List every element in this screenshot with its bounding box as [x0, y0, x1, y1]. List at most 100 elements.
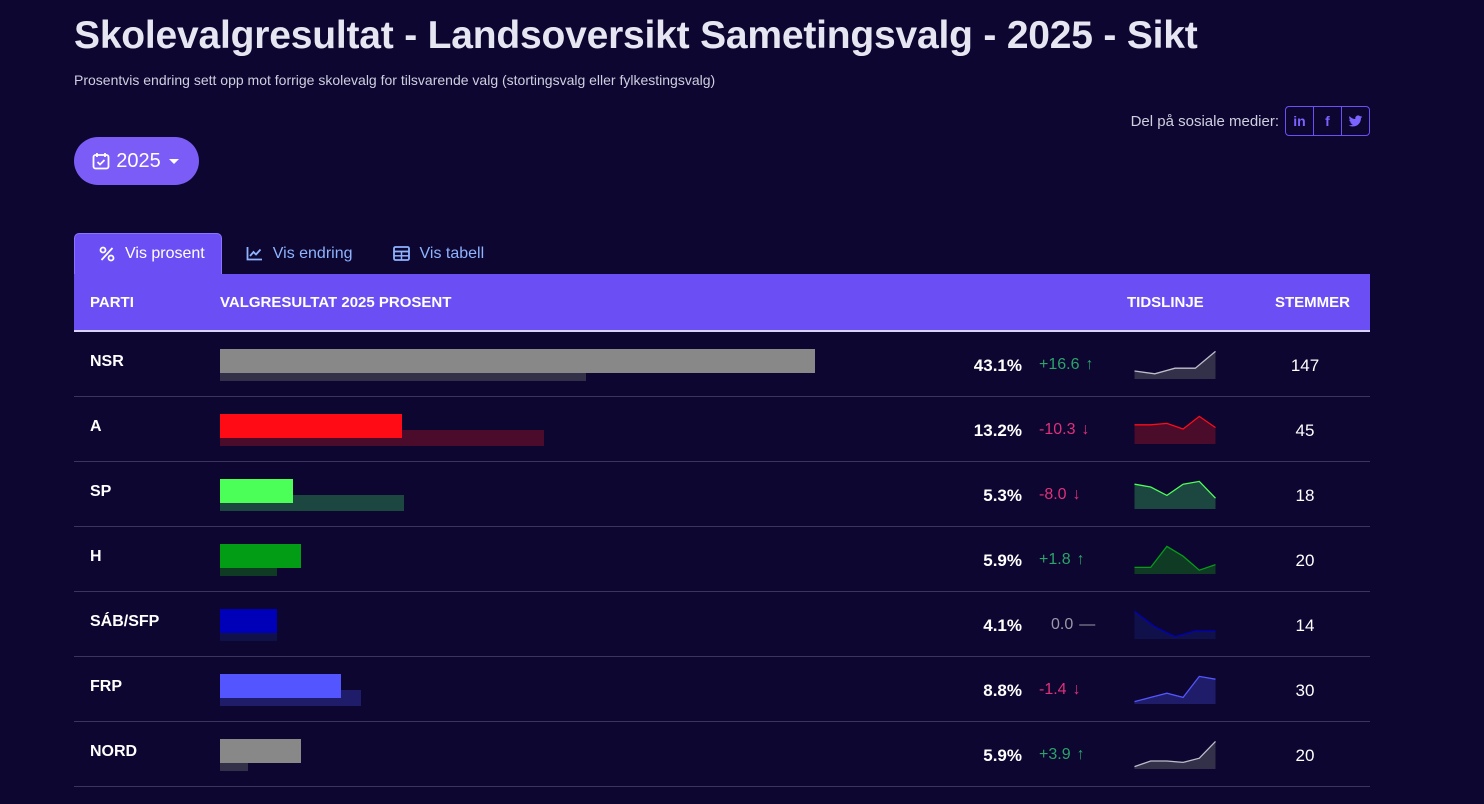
sparkline-line — [1134, 675, 1216, 703]
share-buttons: in f — [1285, 106, 1370, 136]
change-value: +3.9 ↑ — [1039, 746, 1085, 764]
sparkline-area — [1134, 481, 1216, 509]
twitter-icon[interactable] — [1342, 107, 1369, 135]
table-header: PARTI VALGRESULTAT 2025 PROSENT TIDSLINJ… — [74, 274, 1370, 332]
year-value: 2025 — [116, 149, 161, 172]
arrow-down-icon: ↓ — [1072, 486, 1081, 503]
sparkline-area — [1134, 416, 1216, 444]
table-row: SÁB/SFP 4.1% 0.0 — 14 — [74, 592, 1370, 657]
calendar-check-icon — [92, 153, 110, 170]
party-name: A — [90, 418, 102, 435]
sparkline-line — [1134, 415, 1216, 430]
table-row: NORD 5.9% +3.9 ↑ 20 — [74, 722, 1370, 787]
table-row: NSR 43.1% +16.6 ↑ 147 — [74, 332, 1370, 397]
header-tidslinje: TIDSLINJE — [1127, 294, 1204, 311]
change-text: -10.3 — [1039, 421, 1076, 438]
result-bar — [220, 544, 302, 568]
table-row: H 5.9% +1.8 ↑ 20 — [74, 527, 1370, 592]
change-text: -8.0 — [1039, 486, 1067, 503]
change-text: +16.6 — [1039, 356, 1080, 373]
timeline-sparkline — [1134, 545, 1216, 574]
header-parti[interactable]: PARTI — [90, 294, 134, 311]
party-name: NSR — [90, 353, 124, 370]
arrow-down-icon: ↓ — [1072, 681, 1081, 698]
caret-down-icon — [168, 159, 179, 164]
change-text: +3.9 — [1039, 746, 1071, 763]
tab-label: Vis endring — [272, 244, 353, 262]
result-bar — [220, 349, 815, 373]
change-text: 0.0 — [1051, 616, 1074, 633]
party-name: SÁB/SFP — [90, 613, 160, 630]
sparkline-line — [1134, 740, 1216, 768]
arrow-up-icon: ↑ — [1076, 551, 1085, 568]
result-percent: 4.1% — [983, 616, 1022, 635]
sparkline-area — [1134, 741, 1216, 769]
twitter-bird — [1348, 114, 1363, 127]
sparkline-area — [1134, 351, 1216, 379]
year-dropdown[interactable]: 2025 — [74, 137, 199, 185]
table-row: FRP 8.8% -1.4 ↓ 30 — [74, 657, 1370, 722]
tab-label: Vis tabell — [419, 244, 485, 262]
change-value: 0.0 — — [1051, 616, 1095, 634]
change-value: +1.8 ↑ — [1039, 551, 1085, 569]
tab-vis-endring[interactable]: Vis endring — [222, 233, 369, 274]
results-table: PARTI VALGRESULTAT 2025 PROSENT TIDSLINJ… — [74, 274, 1370, 787]
dash-icon: — — [1079, 616, 1096, 633]
sparkline-line — [1134, 610, 1216, 638]
tab-vis-prosent[interactable]: Vis prosent — [74, 233, 222, 274]
sparkline-line — [1134, 350, 1216, 375]
vote-count: 30 — [1295, 681, 1315, 700]
change-text: +1.8 — [1039, 551, 1071, 568]
vote-count: 18 — [1295, 486, 1315, 505]
timeline-sparkline — [1134, 350, 1216, 379]
change-value: -1.4 ↓ — [1039, 681, 1081, 699]
percent-icon — [99, 246, 115, 262]
change-value: -8.0 ↓ — [1039, 486, 1081, 504]
timeline-sparkline — [1134, 675, 1216, 704]
linkedin-glyph: in — [1293, 113, 1306, 129]
table-row: SP 5.3% -8.0 ↓ 18 — [74, 462, 1370, 527]
arrow-down-icon: ↓ — [1081, 421, 1090, 438]
timeline-sparkline — [1134, 480, 1216, 509]
result-percent: 5.9% — [983, 746, 1022, 765]
result-percent: 43.1% — [973, 356, 1022, 375]
vote-count: 20 — [1295, 746, 1315, 765]
result-bar — [220, 739, 302, 763]
arrow-up-icon: ↑ — [1076, 746, 1085, 763]
header-valgresultat[interactable]: VALGRESULTAT 2025 PROSENT — [220, 294, 452, 311]
result-bar — [220, 609, 277, 633]
table-body: NSR 43.1% +16.6 ↑ 147 A 13.2% -10.3 ↓ 45 SP 5.3% -8.… — [74, 332, 1370, 787]
linkedin-icon[interactable]: in — [1286, 107, 1314, 135]
view-tabs: Vis prosent Vis endring Vis tabell — [74, 233, 500, 274]
party-name: H — [90, 548, 102, 565]
change-text: -1.4 — [1039, 681, 1067, 698]
timeline-sparkline — [1134, 610, 1216, 639]
facebook-glyph: f — [1325, 113, 1330, 129]
party-name: FRP — [90, 678, 122, 695]
result-bar — [220, 414, 403, 438]
sparkline-line — [1134, 480, 1216, 499]
timeline-sparkline — [1134, 415, 1216, 444]
share-label: Del på sosiale medier: — [1130, 112, 1279, 130]
sparkline-line — [1134, 545, 1216, 571]
line-chart-icon — [246, 247, 262, 261]
sparkline-area — [1134, 546, 1216, 574]
sparkline-area — [1134, 611, 1216, 639]
header-stemmer[interactable]: STEMMER — [1275, 294, 1350, 311]
result-percent: 5.3% — [983, 486, 1022, 505]
party-name: NORD — [90, 743, 138, 760]
tab-vis-tabell[interactable]: Vis tabell — [369, 233, 501, 274]
timeline-sparkline — [1134, 740, 1216, 769]
vote-count: 45 — [1295, 421, 1315, 440]
result-bar — [220, 479, 294, 503]
result-percent: 8.8% — [983, 681, 1022, 700]
result-percent: 13.2% — [973, 421, 1022, 440]
vote-count: 14 — [1295, 616, 1315, 635]
tab-label: Vis prosent — [125, 245, 205, 262]
change-value: -10.3 ↓ — [1039, 421, 1089, 439]
sparkline-area — [1134, 676, 1216, 704]
vote-count: 147 — [1290, 356, 1320, 375]
result-bar — [220, 674, 342, 698]
arrow-up-icon: ↑ — [1085, 356, 1094, 373]
facebook-icon[interactable]: f — [1314, 107, 1342, 135]
